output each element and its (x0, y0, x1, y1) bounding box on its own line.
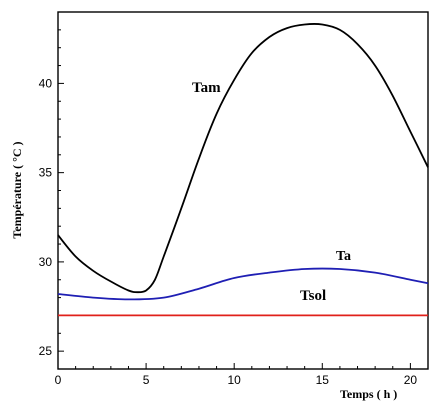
series-label-ta: Ta (336, 249, 351, 264)
series-line-ta (57, 267, 429, 301)
y-tick-label: 30 (39, 255, 53, 269)
x-tick-label: 10 (228, 373, 242, 387)
series-lines (57, 23, 429, 317)
y-tick-label: 40 (39, 76, 53, 90)
y-axis-label: Température ( °C ) (10, 141, 24, 238)
y-tick-label: 35 (39, 166, 53, 180)
x-tick-label: 15 (316, 373, 330, 387)
x-axis-label: Temps ( h ) (340, 387, 397, 401)
x-tick-label: 5 (143, 373, 150, 387)
axis-ticks (57, 11, 429, 369)
tick-labels: 0 5 10 15 20 25 30 35 40 (39, 76, 418, 387)
series-line-tam (57, 23, 429, 294)
x-tick-label: 20 (404, 373, 418, 387)
y-tick-label: 25 (39, 344, 53, 358)
series-label-tam: Tam (192, 80, 221, 96)
series-labels: Tam Ta Tsol (192, 80, 351, 304)
x-tick-label: 0 (55, 373, 62, 387)
series-label-tsol: Tsol (300, 288, 326, 304)
